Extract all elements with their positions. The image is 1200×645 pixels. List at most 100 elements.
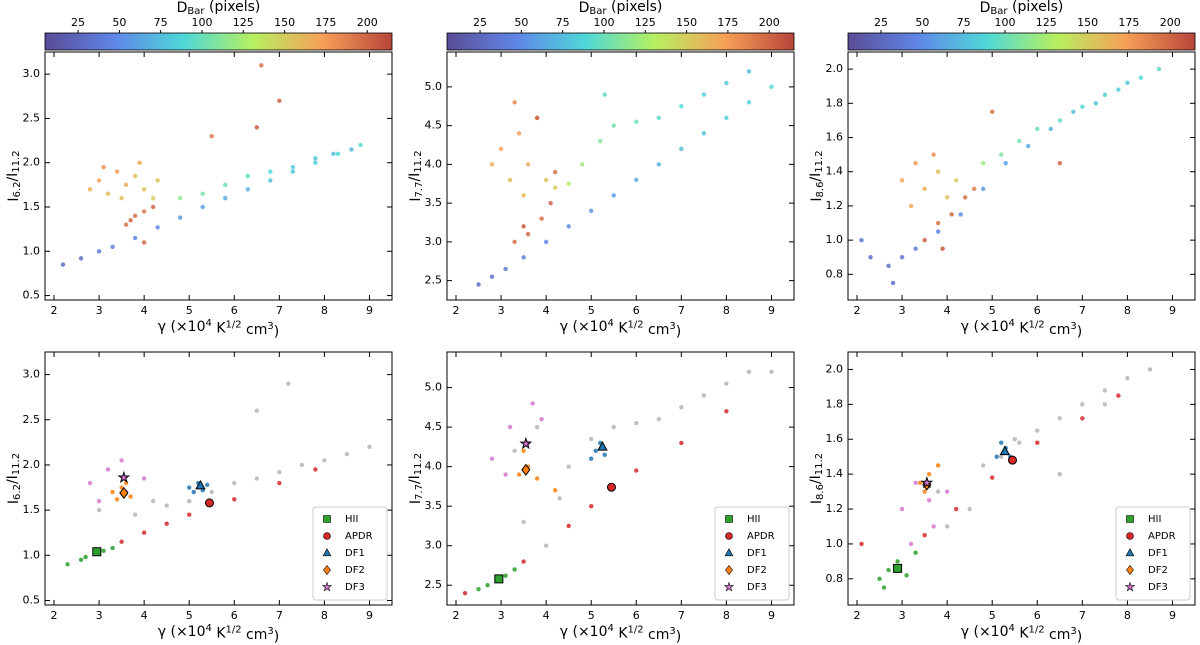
legend-box bbox=[312, 506, 388, 601]
point bbox=[656, 115, 662, 121]
point bbox=[899, 255, 905, 260]
point bbox=[268, 178, 273, 183]
label-part: Bar bbox=[187, 6, 205, 17]
legend-label: APDR bbox=[747, 531, 775, 542]
center-marker bbox=[92, 547, 102, 557]
point bbox=[940, 246, 945, 251]
point bbox=[1125, 375, 1130, 381]
x-tick-label: 2 bbox=[51, 304, 58, 317]
y-tick-label: 1.4 bbox=[826, 165, 844, 178]
label-part: 3 bbox=[267, 321, 273, 332]
point bbox=[110, 545, 115, 551]
point bbox=[223, 195, 228, 201]
point bbox=[886, 567, 891, 573]
x-tick-label: 7 bbox=[1079, 304, 1086, 317]
x-tick-label: 6 bbox=[633, 304, 640, 317]
point bbox=[904, 573, 909, 578]
colorbar bbox=[44, 32, 393, 51]
point bbox=[1057, 416, 1063, 421]
point bbox=[187, 498, 192, 504]
y-tick-label: 3.0 bbox=[23, 368, 41, 381]
point bbox=[868, 255, 873, 260]
points bbox=[859, 66, 1162, 286]
point bbox=[530, 401, 535, 406]
legend-label: DF1 bbox=[345, 548, 365, 559]
label-part: cm bbox=[1045, 627, 1071, 643]
y-tick-label: 0.8 bbox=[826, 572, 844, 585]
point bbox=[552, 185, 558, 190]
y-tick-label: 2.0 bbox=[826, 362, 844, 375]
point bbox=[949, 212, 954, 217]
label-part: 1/2 bbox=[628, 320, 644, 331]
point bbox=[724, 80, 729, 86]
point bbox=[223, 182, 228, 188]
colorbar-tick-label: 50 bbox=[112, 16, 126, 29]
point bbox=[277, 98, 282, 103]
point bbox=[534, 476, 540, 481]
colorbar-tick-label: 200 bbox=[1160, 16, 1181, 29]
x-tick-label: 6 bbox=[633, 609, 640, 622]
point bbox=[926, 498, 932, 503]
point bbox=[60, 262, 66, 267]
point bbox=[539, 417, 544, 422]
point bbox=[110, 244, 115, 250]
point bbox=[701, 92, 707, 97]
label-part: cm bbox=[242, 322, 268, 338]
point bbox=[200, 204, 205, 210]
point bbox=[200, 191, 205, 196]
point bbox=[922, 489, 927, 494]
label-part: ) bbox=[274, 324, 279, 340]
point bbox=[913, 160, 918, 166]
y-tick-label: 0.5 bbox=[23, 593, 41, 606]
x-tick-label: 8 bbox=[1124, 609, 1131, 622]
point bbox=[962, 195, 968, 200]
x-tick-label: 3 bbox=[899, 304, 906, 317]
point bbox=[331, 151, 336, 157]
point bbox=[313, 160, 318, 165]
point bbox=[132, 213, 138, 219]
point bbox=[286, 381, 291, 386]
label-part: D bbox=[980, 0, 991, 16]
point bbox=[78, 256, 84, 261]
point bbox=[1057, 118, 1063, 123]
axes-frame bbox=[446, 351, 795, 606]
colorbar-tick-label: 125 bbox=[1036, 16, 1057, 29]
point bbox=[114, 497, 120, 502]
label-part: 4 bbox=[206, 623, 212, 634]
point bbox=[105, 191, 111, 196]
legend-marker bbox=[1125, 548, 1135, 557]
legend-marker bbox=[1126, 564, 1134, 576]
point bbox=[566, 224, 571, 229]
point bbox=[999, 440, 1004, 445]
legend-label: DF2 bbox=[747, 565, 767, 576]
y-tick-label: 0.5 bbox=[23, 289, 41, 302]
point bbox=[967, 506, 972, 512]
point bbox=[913, 550, 918, 555]
point bbox=[917, 480, 923, 486]
point bbox=[254, 476, 260, 481]
point bbox=[1080, 416, 1085, 421]
center-marker bbox=[1007, 455, 1017, 465]
point bbox=[611, 123, 616, 128]
label-part: 1/2 bbox=[1029, 320, 1045, 331]
y-tick-label: 1.2 bbox=[826, 199, 844, 212]
panel: 2 3 4 5 6 7 8 9 2.5 3.0 3.5 4.0 4.5 5.0 25 50 75 100 125 15… bbox=[425, 16, 795, 317]
point bbox=[980, 463, 986, 468]
point bbox=[132, 235, 138, 241]
point bbox=[679, 440, 684, 446]
point bbox=[944, 524, 950, 529]
legend-label: HII bbox=[747, 514, 760, 525]
point bbox=[132, 173, 138, 179]
point bbox=[268, 169, 273, 174]
y-tick-label: 1.4 bbox=[826, 467, 844, 480]
center-marker bbox=[521, 463, 531, 476]
point bbox=[164, 521, 169, 526]
point bbox=[521, 519, 526, 525]
point bbox=[322, 458, 327, 463]
legend-marker bbox=[323, 532, 331, 540]
point bbox=[101, 548, 106, 553]
label-part: 7.7 bbox=[414, 182, 425, 198]
point bbox=[980, 160, 986, 166]
point bbox=[1012, 437, 1017, 442]
point bbox=[512, 100, 517, 105]
